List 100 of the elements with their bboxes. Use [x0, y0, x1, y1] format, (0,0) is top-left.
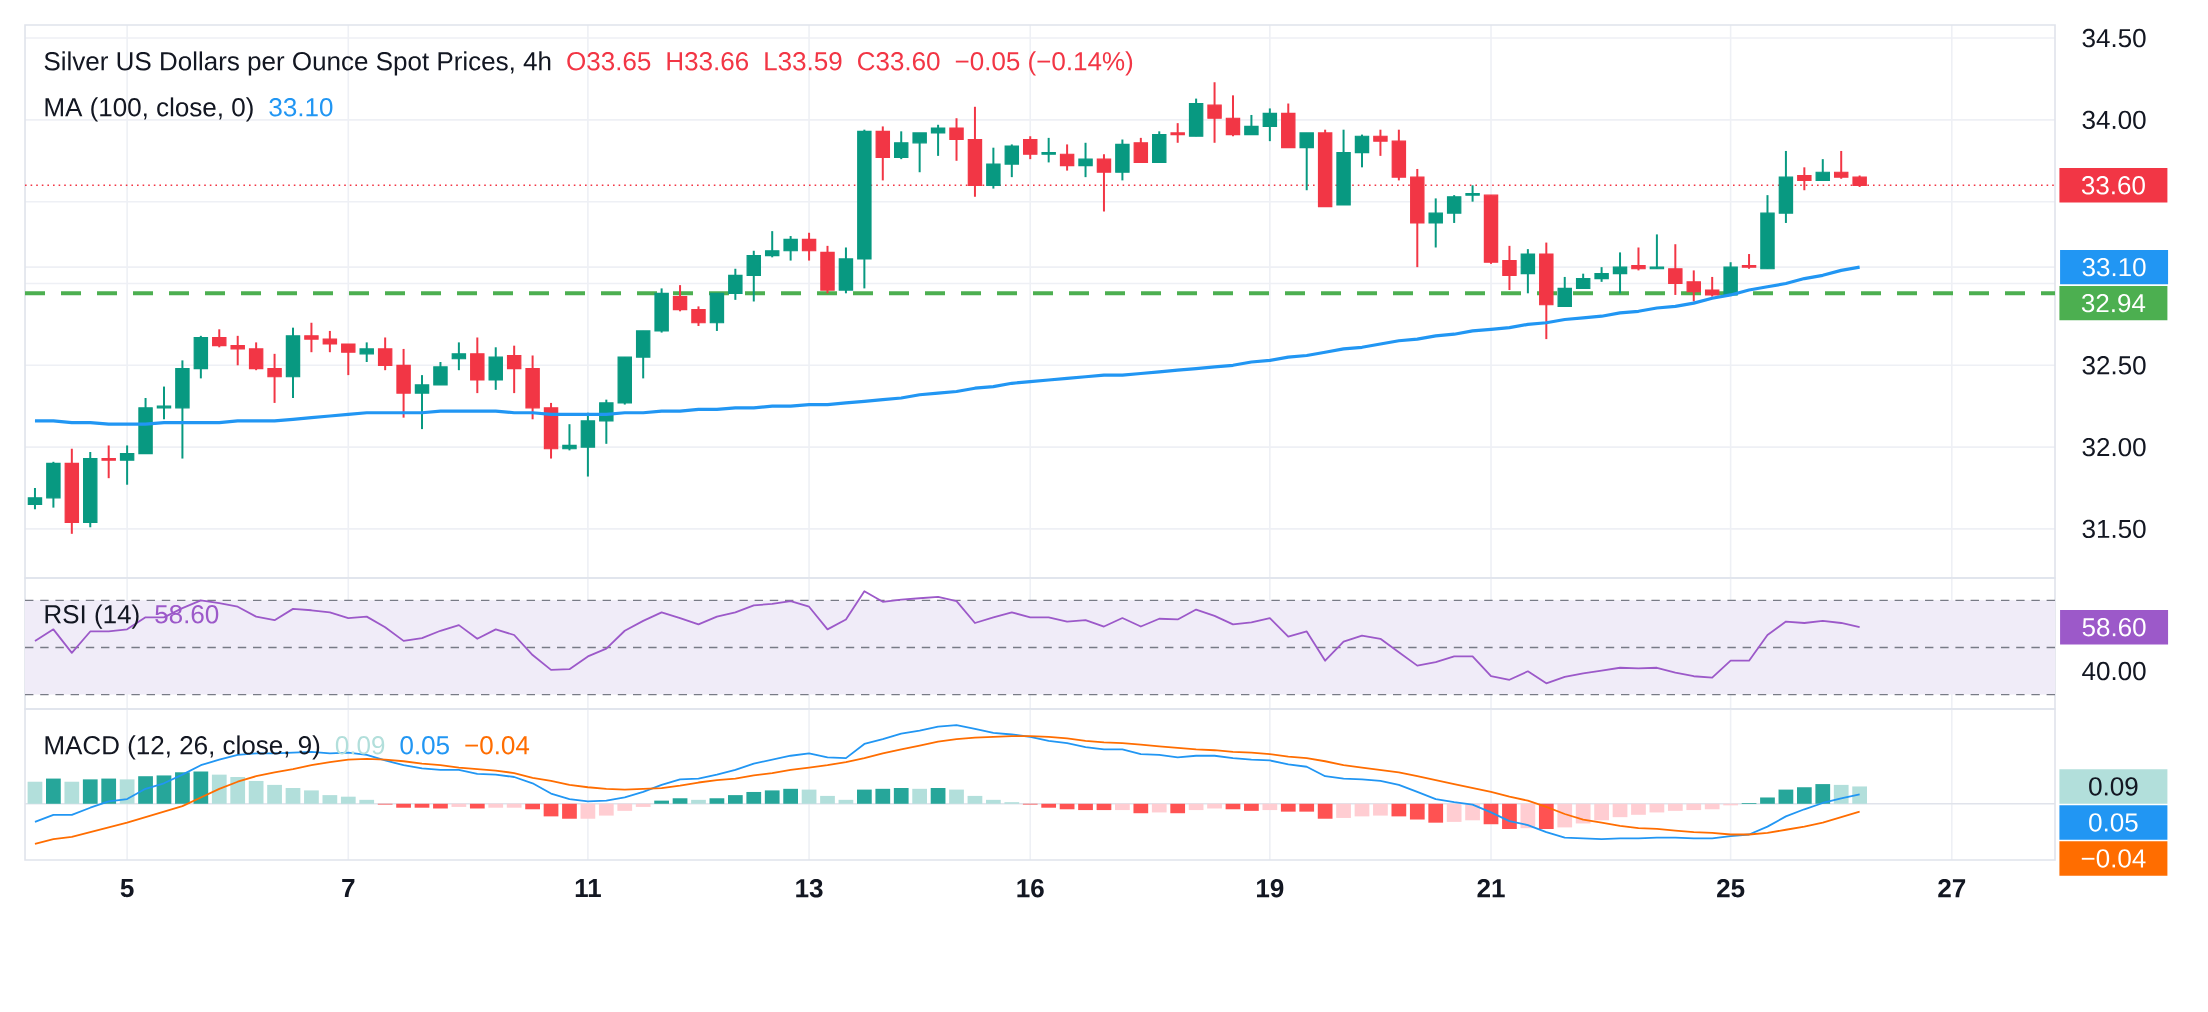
candlestick [783, 235, 798, 262]
candlestick [1704, 275, 1720, 298]
text: MA (100, close, 0) [45, 97, 253, 122]
candlestick [322, 329, 338, 354]
candlestick [1170, 122, 1185, 144]
bar [1778, 789, 1794, 804]
bar [101, 778, 117, 804]
bar [1391, 803, 1407, 817]
bar [1612, 803, 1628, 818]
candlestick [1373, 128, 1388, 157]
y-tick-label: 40.00 [2082, 661, 2146, 681]
bar [986, 799, 1001, 804]
candlestick [230, 334, 245, 367]
bar [930, 788, 946, 804]
bar [1704, 803, 1720, 810]
bar [1686, 803, 1702, 811]
x-tick-label: 19 [1257, 879, 1284, 898]
bar [1078, 803, 1093, 811]
candlestick [304, 321, 319, 354]
candlestick [451, 341, 467, 372]
text: −0.04 [2081, 849, 2146, 868]
candlestick [912, 131, 927, 174]
candlestick [1004, 143, 1020, 179]
bar [1557, 803, 1573, 828]
x-tick-label: 27 [1938, 879, 1966, 898]
bar [64, 781, 80, 804]
candlestick [930, 123, 946, 157]
candlestick [893, 130, 909, 161]
candlestick [359, 341, 374, 364]
candlestick [119, 444, 135, 486]
bar [211, 774, 227, 804]
bar [82, 779, 98, 804]
bar [746, 791, 762, 804]
bar [1115, 803, 1130, 811]
candlestick [101, 444, 116, 480]
bar [801, 789, 817, 804]
candlestick [1023, 135, 1038, 161]
bar [1188, 803, 1204, 811]
candlestick [1244, 113, 1259, 136]
bar [1096, 803, 1112, 811]
bar [1317, 803, 1333, 819]
bar [451, 803, 467, 807]
candlestick [746, 249, 762, 303]
y-tick-label: 34.00 [2082, 110, 2146, 130]
bar [1280, 803, 1296, 812]
bar [1409, 803, 1425, 820]
x-tick-label: 16 [1017, 879, 1044, 898]
annotation: −0.04 [465, 736, 530, 755]
candlestick [1225, 94, 1241, 138]
candlestick [248, 341, 264, 372]
bar [1631, 803, 1646, 815]
bar [967, 795, 983, 804]
bar [635, 803, 651, 807]
candlestick [377, 336, 393, 372]
candlestick [414, 374, 430, 431]
y-tick-label: 32.00 [2082, 437, 2146, 457]
candlestick [267, 352, 282, 404]
bar [1815, 784, 1831, 804]
bar [1833, 784, 1849, 804]
bar [912, 788, 928, 804]
text: 0.09 [2089, 777, 2138, 796]
bar [525, 803, 540, 810]
annotation: −0.05 (−0.14%) [955, 51, 1133, 76]
bar [1299, 803, 1315, 812]
ref-line-label: 33.60 [2081, 176, 2145, 195]
bar [1852, 786, 1868, 804]
y-tick-label: 58.60 [2082, 618, 2146, 637]
bar [304, 790, 319, 804]
bar [193, 771, 209, 804]
bar [285, 788, 301, 804]
candlestick [1078, 141, 1093, 179]
candlestick [1059, 143, 1075, 172]
candlestick [1631, 246, 1646, 272]
bar [1133, 803, 1149, 814]
ref-line-label: 32.94 [2081, 293, 2146, 313]
candlestick [1428, 197, 1443, 249]
bar [1502, 803, 1517, 829]
bar [138, 776, 153, 804]
bar [764, 790, 780, 804]
bar [672, 798, 688, 804]
bar [27, 781, 43, 804]
x-tick-label: 5 [120, 879, 134, 898]
candlestick [1520, 248, 1536, 295]
x-tick-label: 11 [575, 879, 601, 897]
candlestick [1612, 251, 1628, 295]
bar [1041, 803, 1057, 808]
bar [248, 780, 264, 804]
bar [783, 788, 799, 804]
bar [1428, 803, 1444, 823]
text: 33.10 [269, 98, 333, 117]
candlestick [1815, 158, 1831, 182]
bar [340, 796, 356, 804]
annotation: H33.66 [667, 52, 749, 71]
annotation: L33.59 [765, 52, 842, 71]
bar [820, 795, 835, 804]
text: 58.60 [155, 605, 219, 624]
y-tick-label: 31.50 [2082, 519, 2146, 539]
candlestick [986, 146, 1001, 190]
candlestick [27, 487, 43, 511]
bar [1170, 803, 1186, 814]
